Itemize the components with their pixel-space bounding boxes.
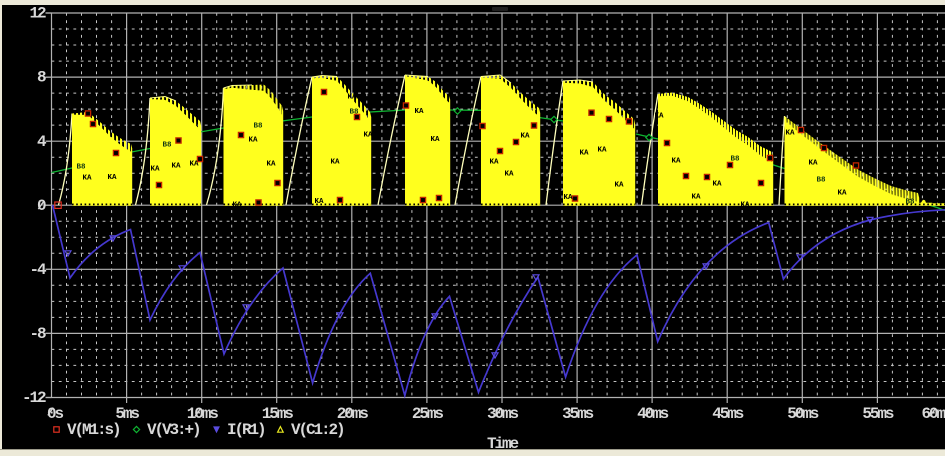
svg-text:30ms: 30ms — [487, 405, 519, 423]
svg-text:KA: KA — [415, 108, 425, 116]
svg-text:-12: -12 — [22, 389, 46, 407]
svg-text:KA: KA — [598, 147, 608, 155]
svg-text:KA: KA — [267, 161, 277, 169]
svg-text:KA: KA — [83, 175, 93, 183]
svg-text:10ms: 10ms — [187, 405, 219, 423]
svg-text:35ms: 35ms — [562, 405, 594, 423]
svg-text:-8: -8 — [29, 325, 46, 343]
svg-text:KA: KA — [809, 160, 819, 168]
svg-text:50ms: 50ms — [787, 405, 819, 423]
svg-text:V(V3:+): V(V3:+) — [147, 421, 200, 439]
svg-text:KA: KA — [786, 130, 796, 138]
svg-text:60ms: 60ms — [921, 405, 945, 423]
svg-text:KA: KA — [521, 133, 531, 141]
svg-text:KA: KA — [331, 159, 341, 167]
svg-text:B8: B8 — [254, 123, 264, 131]
svg-text:KA: KA — [580, 150, 590, 158]
svg-text:B8: B8 — [731, 156, 741, 164]
svg-text:KA: KA — [348, 94, 358, 102]
svg-text:KA: KA — [838, 190, 848, 198]
svg-text:KA: KA — [190, 161, 200, 169]
svg-text:B8: B8 — [817, 177, 827, 185]
svg-text:V(M1:s): V(M1:s) — [67, 421, 120, 439]
svg-text:5ms: 5ms — [115, 405, 139, 423]
svg-text:B8: B8 — [77, 164, 87, 172]
svg-text:0: 0 — [37, 197, 46, 215]
svg-text:KA: KA — [672, 158, 682, 166]
svg-text:Time: Time — [487, 435, 519, 453]
svg-text:I(R1): I(R1) — [227, 421, 265, 439]
svg-text:KA: KA — [233, 202, 243, 210]
svg-text:KA: KA — [431, 136, 441, 144]
svg-text:-4: -4 — [29, 261, 47, 279]
svg-text:20ms: 20ms — [337, 405, 369, 423]
svg-text:V(C1:2): V(C1:2) — [291, 421, 344, 439]
svg-text:KA: KA — [249, 137, 259, 145]
svg-text:25ms: 25ms — [412, 405, 444, 423]
svg-text:B8: B8 — [350, 109, 360, 117]
svg-text:KA: KA — [505, 171, 515, 179]
svg-text:KA: KA — [151, 166, 161, 174]
svg-text:KA: KA — [172, 163, 182, 171]
svg-text:KA: KA — [655, 113, 665, 121]
svg-text:KA: KA — [315, 198, 325, 206]
svg-text:55ms: 55ms — [862, 405, 894, 423]
svg-text:KA: KA — [713, 181, 723, 189]
svg-text:KA: KA — [364, 132, 374, 140]
svg-text:B8: B8 — [906, 199, 916, 207]
svg-text:8: 8 — [37, 69, 46, 87]
svg-text:12: 12 — [29, 5, 46, 23]
svg-text:KA: KA — [564, 194, 574, 202]
svg-text:KA: KA — [490, 159, 500, 167]
svg-text:40ms: 40ms — [637, 405, 669, 423]
svg-text:KA: KA — [741, 202, 751, 210]
svg-text:KA: KA — [108, 174, 118, 182]
svg-text:45ms: 45ms — [712, 405, 744, 423]
svg-text:15ms: 15ms — [262, 405, 294, 423]
svg-text:KA: KA — [692, 194, 702, 202]
svg-text:KA: KA — [615, 182, 625, 190]
svg-text:B8: B8 — [163, 142, 173, 150]
